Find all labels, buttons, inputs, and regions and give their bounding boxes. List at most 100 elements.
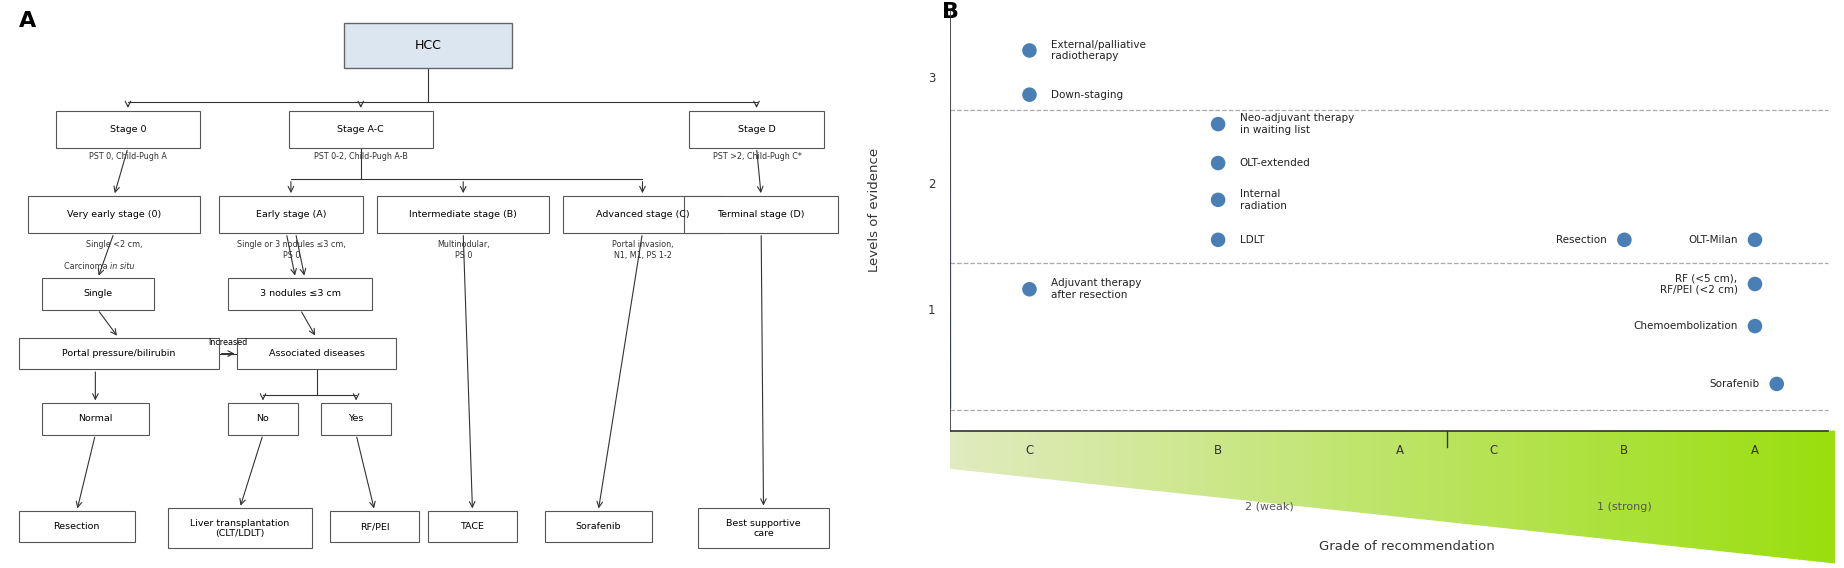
Point [1741,279,1770,289]
Polygon shape [915,227,950,232]
Polygon shape [1765,431,1772,556]
Polygon shape [1117,431,1127,487]
Polygon shape [892,378,950,383]
FancyBboxPatch shape [321,403,391,435]
Polygon shape [929,131,950,136]
Polygon shape [902,318,950,323]
Text: 1: 1 [928,304,935,317]
Polygon shape [1446,431,1455,522]
Polygon shape [900,333,950,337]
FancyBboxPatch shape [345,23,513,68]
Polygon shape [907,277,950,282]
Polygon shape [922,186,950,191]
Polygon shape [975,431,985,472]
Polygon shape [913,242,950,247]
Polygon shape [1728,431,1737,552]
Text: Terminal stage (D): Terminal stage (D) [717,210,806,219]
Polygon shape [942,51,950,56]
Polygon shape [1020,431,1029,477]
Text: B: B [1213,444,1223,457]
Polygon shape [1809,431,1816,561]
Text: Intermediate stage (B): Intermediate stage (B) [409,210,516,219]
Polygon shape [909,267,950,272]
Polygon shape [1684,431,1693,548]
Polygon shape [898,343,950,348]
Polygon shape [889,398,950,403]
Polygon shape [1189,431,1197,495]
Polygon shape [1224,431,1234,498]
Polygon shape [1250,431,1259,501]
Text: Liver transplantation
(CLT/LDLT): Liver transplantation (CLT/LDLT) [190,519,290,538]
Text: Down-staging: Down-staging [1051,90,1123,99]
Polygon shape [1720,431,1728,552]
Polygon shape [1427,431,1436,520]
Polygon shape [1632,431,1639,542]
Polygon shape [889,403,950,408]
Point [1014,285,1044,294]
Point [1204,158,1234,168]
Polygon shape [928,151,950,156]
FancyBboxPatch shape [330,511,419,542]
Text: Early stage (A): Early stage (A) [256,210,326,219]
Point [1610,235,1639,244]
Polygon shape [920,191,950,197]
Polygon shape [1278,431,1285,504]
Polygon shape [891,388,950,393]
Polygon shape [1781,431,1791,558]
Polygon shape [1516,431,1525,529]
Text: PST >2, Child-Pugh C*: PST >2, Child-Pugh C* [712,152,802,161]
Polygon shape [946,20,950,26]
Polygon shape [1623,431,1632,541]
Polygon shape [1455,431,1462,523]
Polygon shape [1206,431,1215,496]
Polygon shape [1392,431,1401,516]
Text: 2 (weak): 2 (weak) [1245,502,1293,512]
Polygon shape [1667,431,1676,546]
Text: in situ: in situ [111,262,135,271]
Polygon shape [892,383,950,388]
Polygon shape [1560,431,1569,534]
FancyBboxPatch shape [229,278,372,310]
Polygon shape [940,66,950,71]
FancyBboxPatch shape [18,511,135,542]
Polygon shape [1012,431,1020,475]
Text: Chemoembolization: Chemoembolization [1634,321,1737,331]
Point [1014,46,1044,55]
Polygon shape [1162,431,1171,492]
Polygon shape [1092,431,1101,484]
Polygon shape [1171,431,1180,492]
Text: C: C [1025,444,1034,457]
Polygon shape [924,172,950,177]
Polygon shape [1411,431,1418,518]
Polygon shape [939,76,950,81]
Text: Resection: Resection [53,523,100,531]
Polygon shape [905,297,950,302]
Polygon shape [915,232,950,237]
Polygon shape [946,26,950,31]
FancyBboxPatch shape [562,196,721,233]
Polygon shape [1304,431,1313,507]
Polygon shape [1507,431,1516,529]
Text: HCC: HCC [415,39,443,52]
Polygon shape [1755,431,1765,555]
Polygon shape [1436,431,1446,521]
Text: Carcinoma: Carcinoma [65,262,111,271]
Polygon shape [1639,431,1649,543]
Polygon shape [1322,431,1330,509]
Polygon shape [926,156,950,161]
Polygon shape [896,353,950,358]
Polygon shape [928,141,950,146]
Polygon shape [950,431,959,469]
Polygon shape [916,217,950,222]
Text: PST 0, Child-Pugh A: PST 0, Child-Pugh A [89,152,166,161]
Text: Single or 3 nodules ≤3 cm,
PS 0: Single or 3 nodules ≤3 cm, PS 0 [238,240,347,260]
Polygon shape [1294,431,1304,506]
Polygon shape [1791,431,1800,559]
Polygon shape [1693,431,1702,549]
Polygon shape [937,86,950,91]
Text: Associated diseases: Associated diseases [269,349,365,358]
Polygon shape [1313,431,1322,508]
Polygon shape [1649,431,1658,544]
Point [1204,235,1234,244]
Point [1204,195,1234,204]
